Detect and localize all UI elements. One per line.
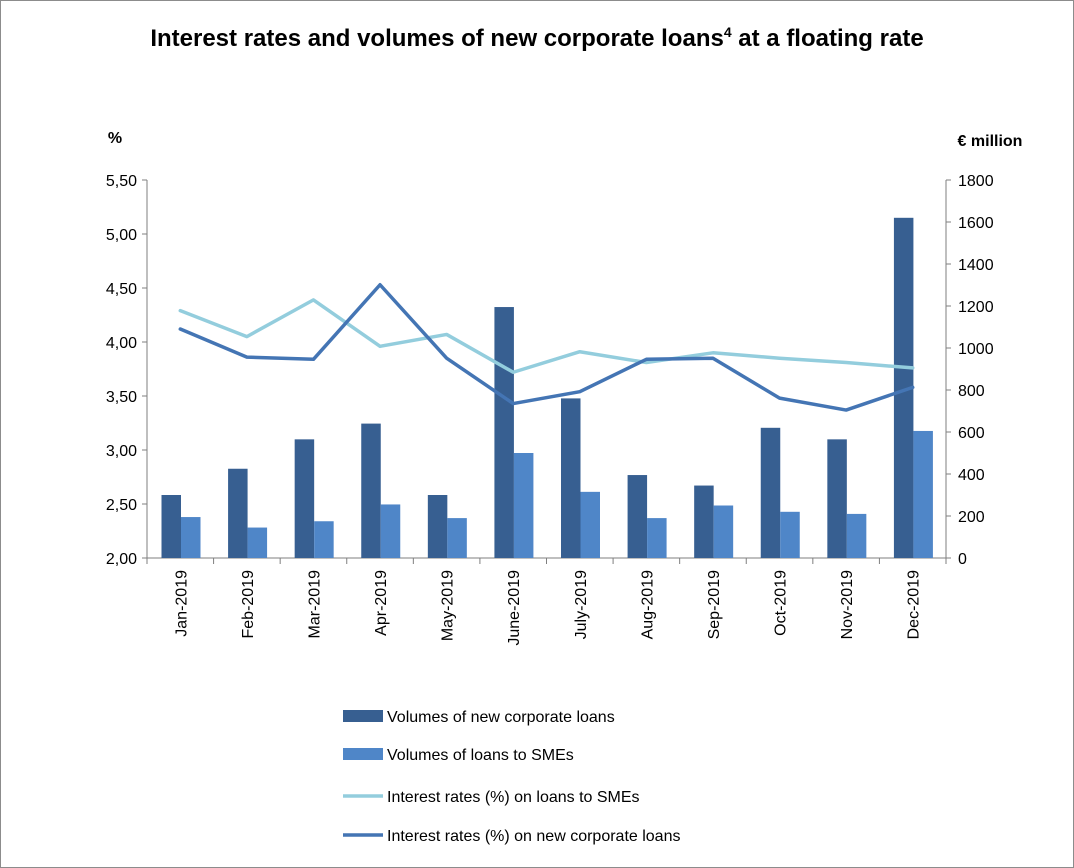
right-tick-label: 1600 bbox=[958, 215, 994, 232]
x-tick-label: Apr-2019 bbox=[373, 570, 390, 636]
x-tick-label: Sep-2019 bbox=[706, 570, 723, 639]
right-tick-label: 600 bbox=[958, 425, 985, 442]
legend-swatch bbox=[343, 710, 383, 722]
left-tick-label: 4,00 bbox=[106, 335, 137, 352]
bar-sme-volume bbox=[713, 505, 734, 558]
left-tick-label: 3,50 bbox=[106, 389, 137, 406]
bar-sme-volume bbox=[913, 430, 933, 558]
left-tick-label: 5,00 bbox=[106, 227, 137, 244]
left-axis-unit: % bbox=[108, 130, 122, 147]
left-tick-label: 3,00 bbox=[106, 443, 137, 460]
x-tick-label: Mar-2019 bbox=[306, 570, 323, 639]
bar-sme-volume bbox=[647, 518, 667, 558]
bar-sme-volume bbox=[580, 491, 600, 558]
x-tick-label: May-2019 bbox=[440, 570, 457, 641]
right-tick-label: 1800 bbox=[958, 173, 994, 190]
x-tick-label: Feb-2019 bbox=[240, 570, 257, 639]
right-tick-label: 1000 bbox=[958, 341, 994, 358]
left-tick-label: 5,50 bbox=[106, 173, 137, 190]
x-tick-label: Oct-2019 bbox=[773, 570, 790, 636]
legend-label: Volumes of loans to SMEs bbox=[387, 747, 574, 764]
bar-sme-volume bbox=[846, 513, 867, 558]
x-tick-label: Dec-2019 bbox=[906, 570, 923, 639]
bar-sme-volume bbox=[314, 521, 334, 558]
bar-corporate-volume bbox=[494, 307, 514, 558]
left-tick-label: 2,50 bbox=[106, 497, 137, 514]
bar-corporate-volume bbox=[361, 423, 381, 558]
bar-sme-volume bbox=[513, 453, 534, 558]
legend-label: Volumes of new corporate loans bbox=[387, 709, 615, 726]
legend: Volumes of new corporate loans Volumes of… bbox=[343, 709, 680, 845]
bar-corporate-volume bbox=[760, 427, 781, 558]
bar-sme-volume bbox=[447, 518, 467, 558]
bar-corporate-volume bbox=[427, 495, 448, 558]
left-tick-label: 2,00 bbox=[106, 551, 137, 568]
bar-corporate-volume bbox=[161, 495, 181, 558]
bar-sme-volume bbox=[780, 511, 800, 558]
line-sme-rate bbox=[178, 298, 915, 374]
x-tick-label: July-2019 bbox=[573, 570, 590, 639]
chart-title: Interest rates and volumes of new corpor… bbox=[150, 24, 923, 52]
left-tick-label: 4,50 bbox=[106, 281, 137, 298]
right-tick-label: 1400 bbox=[958, 257, 994, 274]
right-tick-label: 200 bbox=[958, 509, 985, 526]
bar-corporate-volume bbox=[694, 485, 714, 558]
title-superscript: 4 bbox=[724, 24, 732, 40]
plot-area: 2,00 2,50 3,00 3,50 4,00 4,50 5,00 5,50 0 200 400 6… bbox=[106, 173, 994, 646]
x-tick-label: Jan-2019 bbox=[173, 570, 190, 637]
bar-sme-volume bbox=[247, 527, 268, 558]
bar-corporate-volume bbox=[893, 217, 914, 559]
legend-swatch bbox=[343, 748, 383, 760]
bar-corporate-volume bbox=[228, 468, 248, 558]
bar-sme-volume bbox=[181, 517, 201, 558]
right-tick-label: 800 bbox=[958, 383, 985, 400]
right-axis-unit: € million bbox=[958, 133, 1023, 150]
right-tick-label: 0 bbox=[958, 551, 967, 568]
legend-label: Interest rates (%) on loans to SMEs bbox=[387, 789, 640, 806]
legend-label: Interest rates (%) on new corporate loan… bbox=[387, 828, 680, 845]
right-tick-label: 400 bbox=[958, 467, 985, 484]
bar-corporate-volume bbox=[561, 398, 581, 558]
bar-corporate-volume bbox=[294, 439, 315, 558]
line-corporate-rate bbox=[178, 283, 915, 412]
x-tick-label: Nov-2019 bbox=[839, 570, 856, 639]
bar-corporate-volume bbox=[827, 439, 847, 558]
x-tick-label: Aug-2019 bbox=[639, 570, 656, 639]
bar-sme-volume bbox=[380, 504, 401, 558]
right-tick-label: 1200 bbox=[958, 299, 994, 316]
bar-corporate-volume bbox=[627, 475, 648, 558]
x-tick-label: June-2019 bbox=[506, 570, 523, 646]
